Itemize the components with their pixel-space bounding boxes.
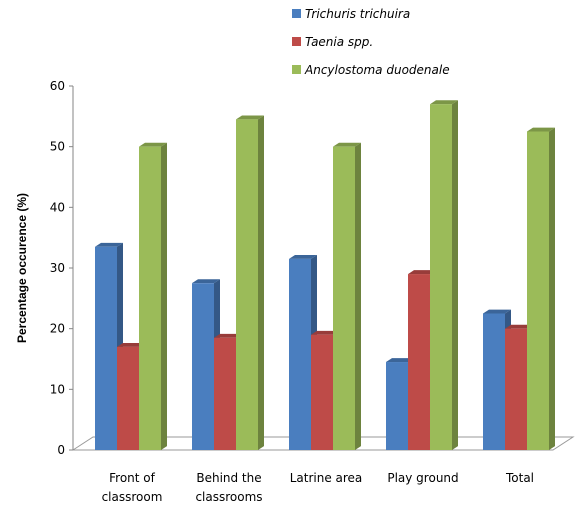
bar-top-face — [408, 270, 436, 275]
legend-swatch — [292, 9, 301, 18]
legend-label: Trichuris trichuira — [305, 7, 410, 21]
x-category-label: classroom — [102, 490, 163, 504]
chart-legend: Trichuris trichuira Taenia spp. Ancylostom… — [292, 7, 450, 77]
x-category-label: Latrine area — [290, 471, 363, 485]
bar-top-face — [430, 100, 458, 105]
bar — [430, 100, 458, 451]
y-tick-label: 50 — [50, 140, 65, 154]
bar-top-face — [139, 142, 167, 147]
bar-top-face — [333, 142, 361, 147]
bar-side-face — [452, 100, 458, 451]
y-tick-label: 40 — [50, 200, 65, 214]
bar-front-face — [483, 313, 505, 450]
bar-front-face — [527, 131, 549, 450]
bar-top-face — [192, 279, 220, 284]
x-category-label: Total — [505, 471, 534, 485]
bar-top-face — [311, 330, 339, 335]
bar-front-face — [95, 246, 117, 450]
bar-side-face — [549, 127, 555, 450]
bar-front-face — [236, 119, 258, 450]
bar-front-face — [333, 146, 355, 450]
legend-swatch — [292, 37, 301, 46]
bar-top-face — [483, 309, 511, 314]
bar-side-face — [355, 142, 361, 450]
legend-swatch — [292, 65, 301, 74]
bar-top-face — [95, 242, 123, 247]
bar-top-face — [117, 342, 145, 347]
bar — [333, 142, 361, 450]
legend-label: Ancylostoma duodenale — [304, 63, 450, 77]
bar — [236, 115, 264, 450]
bar — [527, 127, 555, 450]
bar — [95, 242, 123, 450]
y-axis: 0 10 20 30 40 50 60 — [50, 79, 74, 457]
x-axis-labels: Front of classroom Behind the classrooms Lat… — [102, 471, 534, 504]
bar-top-face — [386, 358, 414, 363]
bar-top-face — [527, 127, 555, 132]
bar-front-face — [214, 337, 236, 450]
x-category-label: classrooms — [195, 490, 262, 504]
y-tick-label: 60 — [50, 79, 65, 93]
bar-front-face — [386, 362, 408, 450]
bars-group — [95, 100, 555, 451]
bar-front-face — [311, 334, 333, 450]
bar-front-face — [139, 146, 161, 450]
y-axis-title: Percentage occurence (%) — [15, 193, 29, 343]
x-category-label: Front of — [109, 471, 156, 485]
y-tick-label: 30 — [50, 261, 65, 275]
bar-top-face — [236, 115, 264, 120]
bar-front-face — [505, 328, 527, 450]
bar-top-face — [505, 324, 533, 329]
bar-front-face — [117, 346, 139, 450]
x-category-label: Play ground — [387, 471, 458, 485]
bar-front-face — [408, 274, 430, 450]
y-tick-label: 20 — [50, 322, 65, 336]
y-tick-label: 0 — [57, 443, 65, 457]
bar-front-face — [192, 283, 214, 450]
bar-front-face — [430, 104, 452, 450]
x-category-label: Behind the — [196, 471, 261, 485]
bar-top-face — [289, 255, 317, 259]
bar-side-face — [258, 115, 264, 450]
bar-side-face — [161, 142, 167, 450]
bar-top-face — [214, 333, 242, 338]
bar-front-face — [289, 258, 311, 450]
legend-label: Taenia spp. — [305, 35, 373, 49]
y-tick-label: 10 — [50, 382, 65, 396]
bar — [139, 142, 167, 450]
